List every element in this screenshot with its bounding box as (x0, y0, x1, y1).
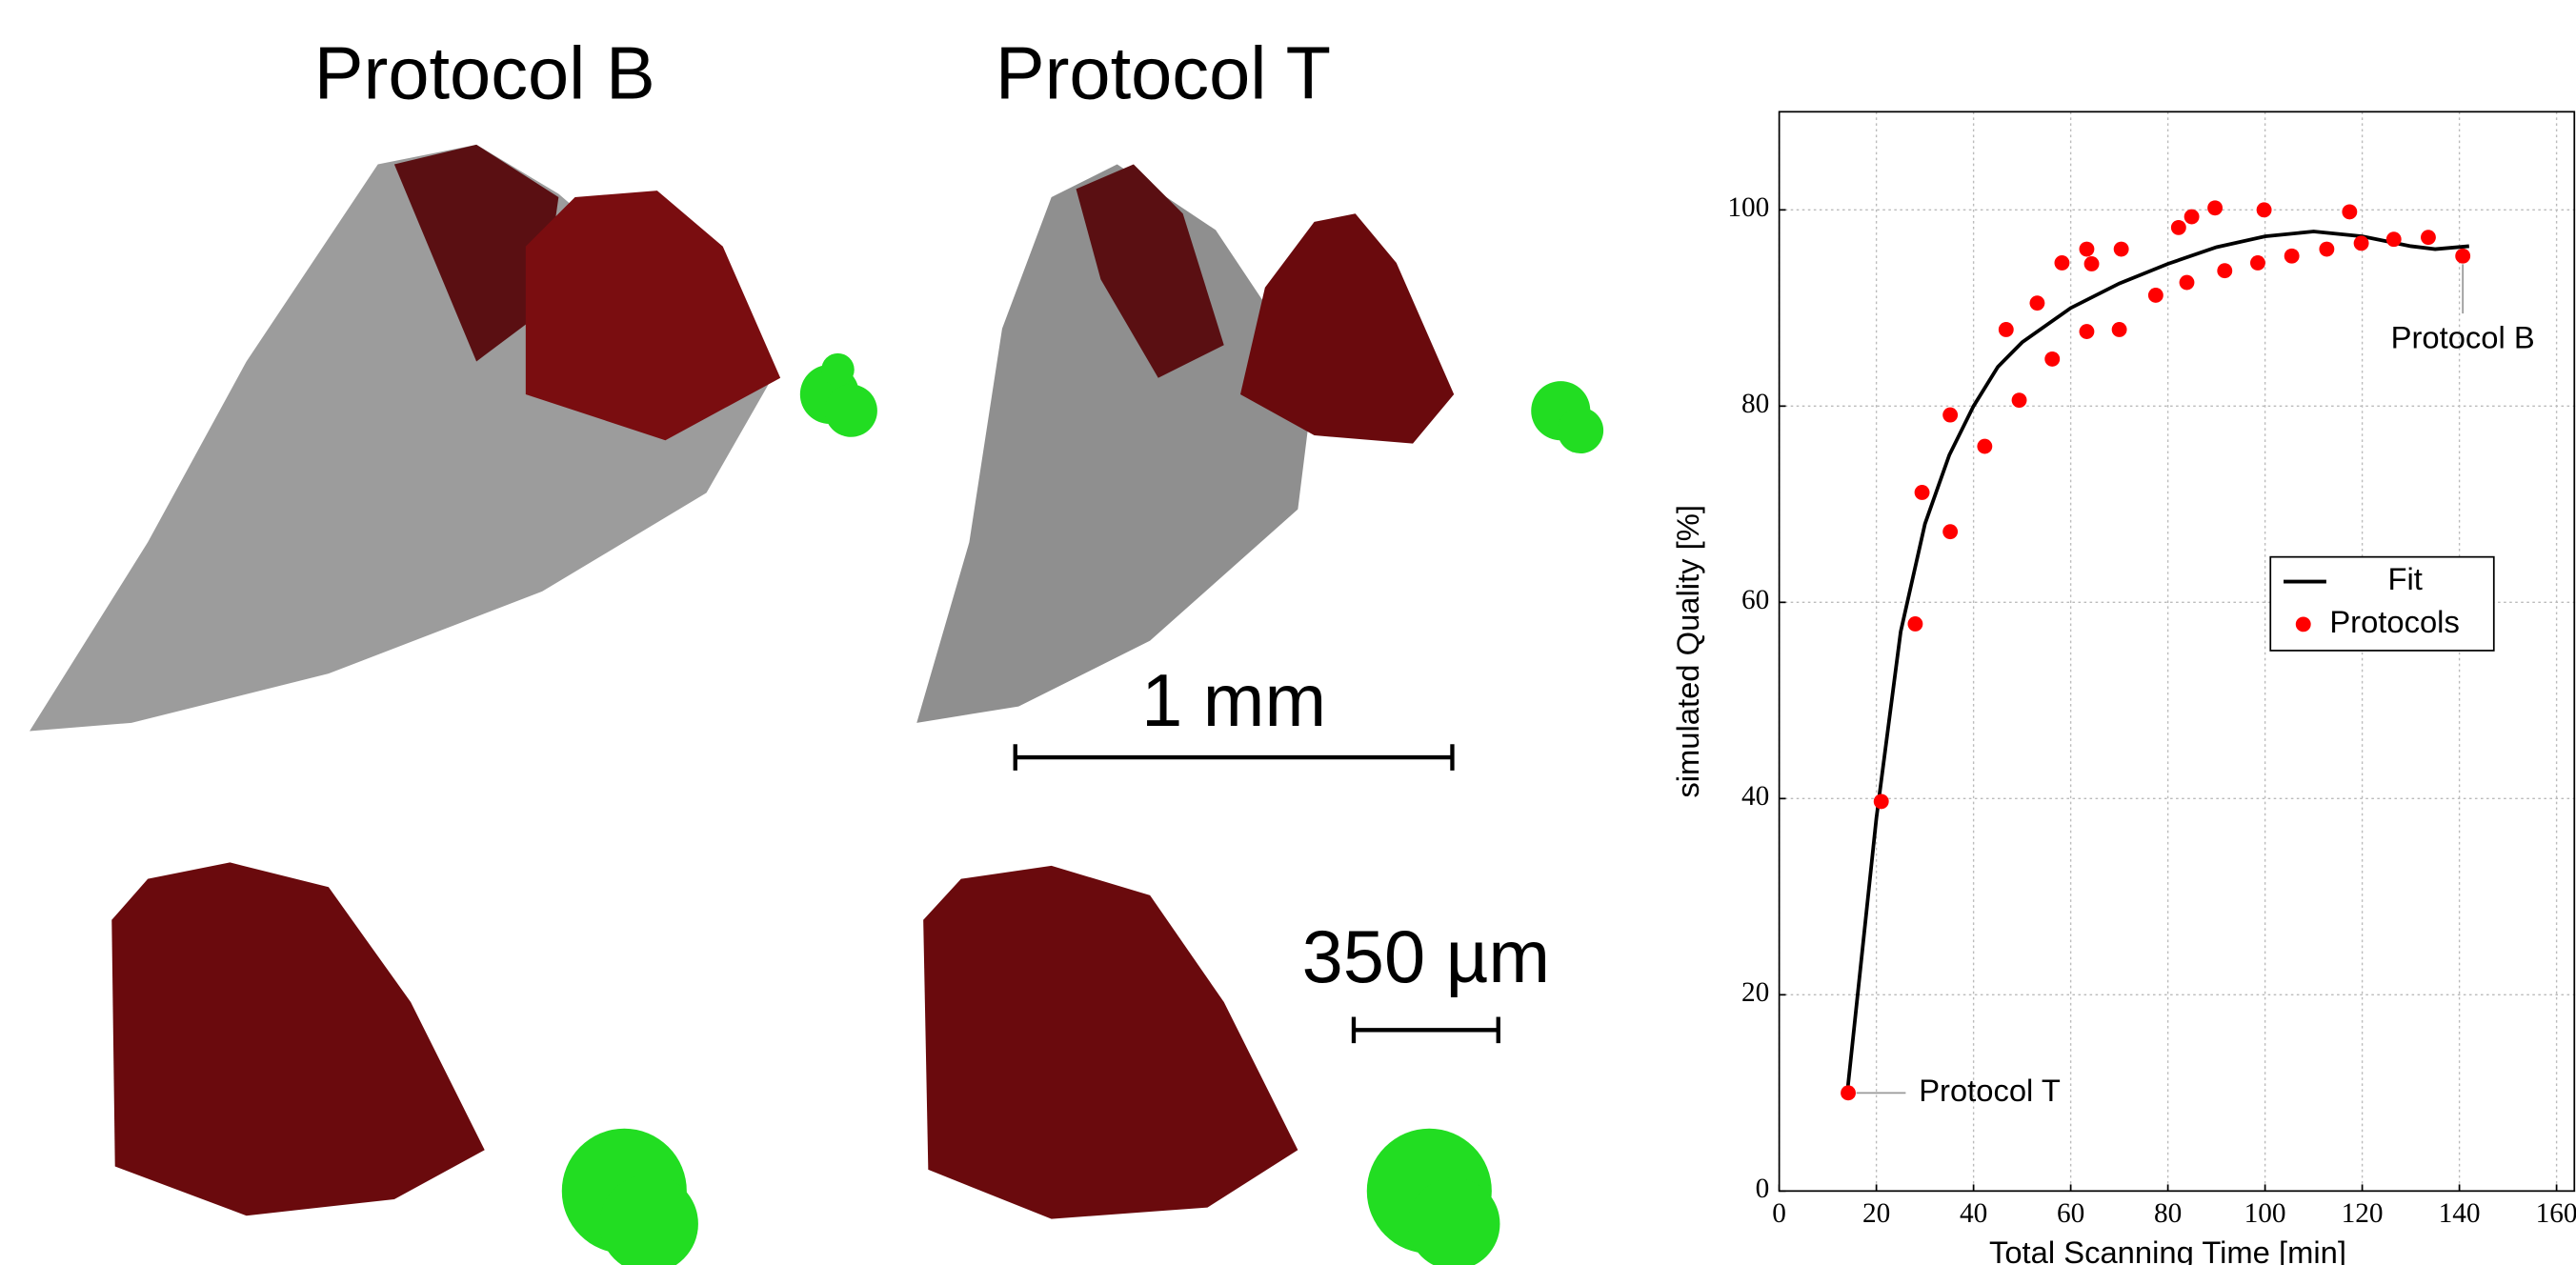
legend-label: Protocols (2329, 604, 2460, 639)
x-tick-label: 20 (1862, 1198, 1890, 1229)
data-point (1942, 524, 1958, 539)
y-axis-label: simulated Quality [%] (1670, 505, 1705, 798)
data-point (2354, 235, 2369, 251)
data-point (2184, 210, 2200, 225)
data-point (1915, 485, 1930, 500)
data-point (2455, 249, 2470, 264)
y-tick-label: 0 (1756, 1174, 1770, 1204)
data-point (2250, 255, 2265, 271)
y-tick-label: 40 (1741, 781, 1769, 812)
scale-bar-label: 350 µm (1302, 916, 1550, 998)
y-tick-label: 60 (1741, 585, 1769, 615)
render-protocol-b (30, 145, 877, 1265)
data-point (2080, 242, 2095, 257)
data-point (1874, 793, 1889, 809)
panel-title: Protocol B (314, 32, 655, 114)
x-tick-label: 40 (1960, 1198, 1987, 1229)
data-point (2148, 288, 2163, 303)
data-point (2055, 255, 2070, 271)
data-point (2080, 324, 2095, 339)
scale-bar-label: 1 mm (1141, 660, 1326, 742)
data-point (2171, 220, 2186, 235)
data-point (1907, 616, 1922, 632)
data-point (2044, 351, 2060, 367)
data-point (2342, 204, 2357, 219)
y-tick-label: 80 (1741, 389, 1769, 419)
x-tick-label: 140 (2439, 1198, 2481, 1229)
y-tick-label: 20 (1741, 977, 1769, 1008)
figure: Protocol B Protocol T 1 mm 350 µm 0 20 40 6… (0, 0, 2576, 1265)
scale-bar (1354, 1017, 1499, 1044)
data-point (1999, 322, 2014, 337)
legend-label: Fit (2387, 561, 2422, 596)
data-point (1841, 1085, 1856, 1100)
data-point (2012, 392, 2027, 408)
data-point (2112, 322, 2127, 337)
data-point (2421, 230, 2436, 245)
data-point (2084, 256, 2100, 271)
scale-bar (1016, 744, 1453, 771)
x-axis-label: Total Scanning Time [min] (1989, 1235, 2346, 1265)
data-point (2217, 263, 2232, 278)
x-tick-label: 100 (2244, 1198, 2286, 1229)
x-tick-label: 120 (2342, 1198, 2384, 1229)
x-tick-label: 160 (2536, 1198, 2576, 1229)
x-tick-label: 60 (2057, 1198, 2084, 1229)
data-point (2029, 295, 2044, 311)
data-point (2386, 231, 2402, 247)
data-point (1977, 439, 1992, 454)
data-point (2257, 202, 2272, 217)
data-point (1942, 408, 1958, 423)
annotation: Protocol T (1919, 1073, 2061, 1108)
x-tick-label: 0 (1772, 1198, 1786, 1229)
chart: 0 20 40 60 80 100 120 140 160 0 20 40 60 80 100 Total S… (1670, 111, 2576, 1265)
x-tick-label: 80 (2154, 1198, 2182, 1229)
panel-title: Protocol T (996, 32, 1331, 114)
legend-swatch (2296, 616, 2311, 632)
y-tick-label: 100 (1727, 192, 1769, 223)
data-point (2284, 249, 2300, 264)
fit-line (1847, 231, 2469, 1093)
annotation: Protocol B (2391, 319, 2535, 354)
data-point (2114, 242, 2129, 257)
data-point (2319, 242, 2334, 257)
data-point (2207, 200, 2223, 215)
data-point (2180, 275, 2195, 291)
